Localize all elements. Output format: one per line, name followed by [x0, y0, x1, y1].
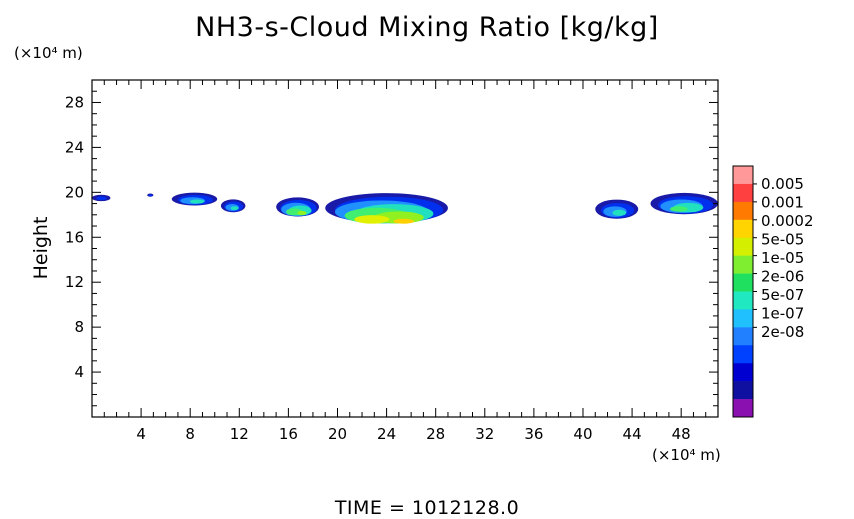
y-tick-label: 20 [65, 183, 84, 201]
y-tick-label: 12 [65, 273, 84, 291]
colorbar-label: 5e-05 [761, 230, 804, 248]
colorbar-swatch [733, 291, 753, 310]
cloud-contour [612, 209, 627, 216]
cloud-region [595, 199, 639, 219]
colorbar-swatch [733, 309, 753, 328]
y-tick-label: 8 [74, 318, 84, 336]
x-tick-label: 24 [377, 425, 396, 443]
colorbar-swatch [733, 166, 753, 185]
colorbar-label: 1e-07 [761, 304, 804, 322]
cloud-contour [230, 206, 239, 211]
cloud-region [325, 193, 448, 224]
y-tick-label: 24 [65, 138, 84, 156]
cloud-contour [96, 196, 107, 201]
colorbar-swatch [733, 363, 753, 382]
cloud-contour [670, 206, 688, 212]
cloud-contour [393, 218, 415, 224]
x-tick-label: 12 [230, 425, 249, 443]
colorbar-swatch [733, 345, 753, 364]
cloud-region [276, 197, 320, 217]
colorbar-swatch [733, 219, 753, 239]
y-axis-label: Height [30, 217, 52, 280]
colorbar-swatch [733, 381, 753, 400]
colorbar-label: 2e-08 [761, 323, 804, 341]
x-axis-unit: (×10⁴ m) [652, 446, 721, 464]
x-tick-label: 32 [475, 425, 494, 443]
cloud-contour [297, 210, 307, 216]
colorbar-label: 0.0002 [761, 212, 814, 230]
x-tick-label: 16 [279, 425, 298, 443]
cloud-contour [189, 199, 205, 204]
x-tick-label: 40 [573, 425, 592, 443]
colorbar-swatch [733, 255, 753, 274]
x-tick-label: 36 [524, 425, 543, 443]
colorbar-swatch [733, 237, 753, 256]
cloud-layer [92, 192, 718, 224]
colorbar: 0.0050.0010.00025e-051e-052e-065e-071e-0… [732, 165, 814, 418]
time-label: TIME = 1012128.0 [334, 497, 520, 519]
x-tick-label: 48 [672, 425, 691, 443]
y-tick-label: 16 [65, 228, 84, 246]
x-tick-label: 20 [328, 425, 347, 443]
colorbar-swatch [733, 273, 753, 292]
cloud-region [171, 192, 218, 206]
y-tick-label: 28 [65, 93, 84, 111]
x-tick-label: 44 [623, 425, 642, 443]
plot-frame [91, 79, 719, 418]
colorbar-label: 2e-06 [761, 267, 804, 285]
y-axis-unit: (×10⁴ m) [14, 44, 83, 62]
colorbar-label: 5e-07 [761, 286, 804, 304]
cloud-region [220, 199, 246, 213]
x-tick-label: 4 [136, 425, 146, 443]
colorbar-label: 1e-05 [761, 249, 804, 267]
chart-title: NH3-s-Cloud Mixing Ratio [kg/kg] [195, 12, 659, 43]
colorbar-label: 0.005 [761, 175, 804, 193]
colorbar-swatch [733, 201, 753, 221]
cloud-region [650, 192, 718, 215]
colorbar-label: 0.001 [761, 193, 804, 211]
cloud-region [92, 194, 111, 202]
colorbar-swatch [733, 399, 753, 418]
cloud-contour [148, 194, 153, 197]
y-tick-label: 4 [74, 363, 84, 381]
x-tick-label: 8 [185, 425, 195, 443]
cloud-region [147, 193, 154, 197]
cloud-contour [354, 215, 390, 224]
x-tick-label: 28 [426, 425, 445, 443]
colorbar-swatch [733, 183, 753, 203]
colorbar-swatch [733, 327, 753, 346]
